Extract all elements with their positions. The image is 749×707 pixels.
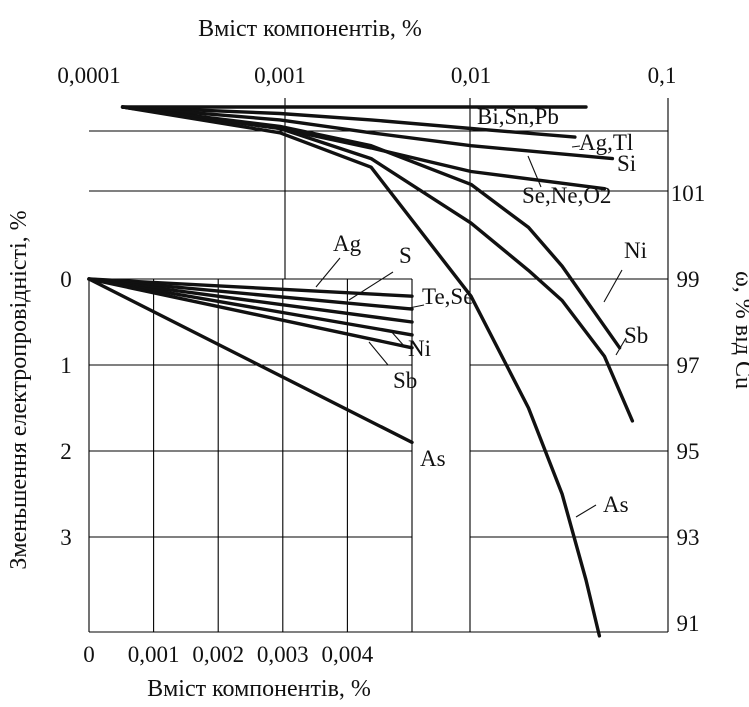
upper-label-bi-sn-pb: Bi,Sn,Pb xyxy=(477,104,559,129)
upper-series-as xyxy=(120,105,602,638)
lower-x-tick-0: 0 xyxy=(83,642,95,667)
upper-x-tick-1: 0,001 xyxy=(254,63,306,88)
lower-y-tick-2: 2 xyxy=(60,439,72,464)
curve-group xyxy=(87,105,635,638)
lower-x-tick-1: 0,001 xyxy=(128,642,180,667)
leader-sb xyxy=(615,337,627,356)
upper-x-tick-3: 0,1 xyxy=(648,63,677,88)
upper-series-ag-tl xyxy=(120,105,577,139)
lower-label-ag: Ag xyxy=(333,231,362,256)
leader-se-ne-o2 xyxy=(527,155,542,188)
leader-lower-ag xyxy=(315,257,341,288)
upper-label-si: Si xyxy=(617,151,636,176)
grid-lines xyxy=(88,98,669,633)
lower-x-axis-title: Вміст компонентів, % xyxy=(147,676,371,702)
right-y-tick-97: 97 xyxy=(677,353,700,378)
upper-y-axis-title: ω, % від Cu xyxy=(730,271,749,389)
right-y-tick-93: 93 xyxy=(677,525,700,550)
lower-y-tick-3: 3 xyxy=(60,525,72,550)
lower-y-tick-1: 1 xyxy=(60,353,72,378)
upper-series-si xyxy=(120,105,615,161)
upper-label-sb: Sb xyxy=(624,323,648,348)
lower-label-ni: Ni xyxy=(408,336,431,361)
right-y-tick-101: 101 xyxy=(671,181,706,206)
leader-lower-s xyxy=(348,271,394,301)
right-y-tick-99: 99 xyxy=(677,267,700,292)
leader-ag-tl xyxy=(571,145,581,148)
text-labels: 0,0001 0,001 0,01 0,1 101 99 97 95 93 91 0 0,001 0,0… xyxy=(6,16,749,702)
lower-series-ag xyxy=(87,277,414,298)
lower-x-tick-2: 0,002 xyxy=(192,642,244,667)
upper-x-axis-title: Вміст компонентів, % xyxy=(198,16,422,42)
upper-x-tick-2: 0,01 xyxy=(451,63,491,88)
upper-label-as: As xyxy=(603,492,629,517)
lower-series-sb xyxy=(87,277,414,350)
leader-lower-ni xyxy=(389,329,406,348)
leader-lower-sb xyxy=(368,341,389,366)
upper-label-ag-tl: Ag,Tl xyxy=(579,130,633,155)
upper-label-se-ne-o2: Se,Ne,O2 xyxy=(522,183,611,208)
lower-series-ni xyxy=(87,277,414,337)
right-y-tick-95: 95 xyxy=(677,439,700,464)
leader-ni xyxy=(603,269,623,303)
upper-series-ni xyxy=(120,105,622,350)
lower-series-te-se xyxy=(87,277,414,324)
lower-y-tick-0: 0 xyxy=(60,267,72,292)
leader-as xyxy=(575,504,597,518)
right-y-tick-91: 91 xyxy=(677,611,700,636)
upper-x-tick-0: 0,0001 xyxy=(57,63,120,88)
upper-label-ni: Ni xyxy=(624,238,647,263)
leader-lower-te-se xyxy=(408,304,425,309)
lower-y-axis-title: Зменьшення електропровідністі, % xyxy=(6,210,32,569)
lower-label-as: As xyxy=(420,446,446,471)
upper-series-sb xyxy=(120,105,635,423)
lower-x-tick-4: 0,004 xyxy=(322,642,374,667)
lower-label-s: S xyxy=(399,243,412,268)
lower-series-s xyxy=(87,277,414,311)
lower-x-tick-3: 0,003 xyxy=(257,642,309,667)
lower-series-as xyxy=(87,277,414,445)
lower-label-te-se: Te,Se xyxy=(422,284,473,309)
lower-label-sb: Sb xyxy=(393,368,417,393)
